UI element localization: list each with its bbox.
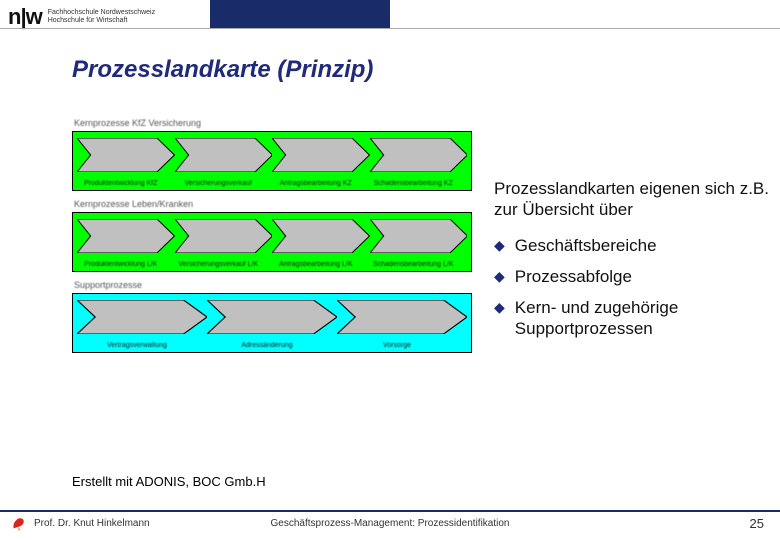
bullet-icon: ◆ [494,266,505,286]
arrow-icon [337,300,467,334]
bullet-text: Kern- und zugehörige Supportprozessen [515,297,774,340]
bullet-item: ◆ Geschäftsbereiche [494,235,774,256]
arrow-icon [370,219,468,253]
process-arrow: Adressänderung [207,300,337,334]
logo: n|w Fachhochschule Nordwestschweiz Hochs… [8,4,155,30]
logo-line1: Fachhochschule Nordwestschweiz [48,9,155,17]
intro-text: Prozesslandkarten eigenen sich z.B. zur … [494,178,774,221]
process-arrow: Antragsbearbeitung KZ [272,138,370,172]
arrow-icon [175,219,273,253]
arrow-caption: Vertragsverwaltung [77,342,197,350]
group-box: Vertragsverwaltung Adressänderung Vorsor… [72,293,472,353]
footer-title: Geschäftsprozess-Management: Prozessiden… [0,518,780,529]
page-number: 25 [750,516,764,531]
arrow-caption: Adressänderung [207,342,327,350]
process-arrow: Schadensbearbeitung KZ [370,138,468,172]
logo-text-block: Fachhochschule Nordwestschweiz Hochschul… [48,9,155,25]
process-map-diagram: Kernprozesse KfZ Versicherung Produktent… [72,110,472,355]
bullet-item: ◆ Kern- und zugehörige Supportprozessen [494,297,774,340]
arrow-icon [272,219,370,253]
arrow-caption: Schadensbearbeitung L/K [370,261,458,269]
diagram-credit: Erstellt mit ADONIS, BOC Gmb.H [72,474,266,489]
description-panel: Prozesslandkarten eigenen sich z.B. zur … [494,178,774,350]
arrow-icon [77,219,175,253]
process-arrow: Versicherungsverkauf L/K [175,219,273,253]
process-arrow: Produktentwicklung L/K [77,219,175,253]
footer: Prof. Dr. Knut Hinkelmann Geschäftsproze… [0,510,780,540]
header: n|w Fachhochschule Nordwestschweiz Hochs… [0,0,780,36]
arrow-icon [272,138,370,172]
bullet-icon: ◆ [494,235,505,255]
group-box: Produktentwicklung L/K Versicherungsverk… [72,212,472,272]
arrow-icon [207,300,337,334]
process-arrow: Versicherungsverkauf [175,138,273,172]
process-arrow: Antragsbearbeitung L/K [272,219,370,253]
arrow-caption: Versicherungsverkauf L/K [175,261,263,269]
process-group-support: Supportprozesse Vertragsverwaltung Adres… [72,280,472,353]
group-label: Kernprozesse Leben/Kranken [74,199,472,209]
bullet-text: Prozessabfolge [515,266,632,287]
process-arrow: Produktentwicklung KfZ [77,138,175,172]
bullet-item: ◆ Prozessabfolge [494,266,774,287]
bullet-icon: ◆ [494,297,505,317]
group-label: Supportprozesse [74,280,472,290]
logo-line2: Hochschule für Wirtschaft [48,17,155,25]
arrow-icon [77,138,175,172]
process-arrow: Vertragsverwaltung [77,300,207,334]
group-label: Kernprozesse KfZ Versicherung [74,118,472,128]
bullet-text: Geschäftsbereiche [515,235,657,256]
arrow-icon [77,300,207,334]
arrow-icon [175,138,273,172]
arrow-caption: Versicherungsverkauf [175,180,263,188]
logo-mark: n|w [8,4,42,30]
arrow-icon [370,138,468,172]
header-underline [0,28,780,29]
arrow-caption: Produktentwicklung L/K [77,261,165,269]
arrow-caption: Schadensbearbeitung KZ [370,180,458,188]
process-group-kfz: Kernprozesse KfZ Versicherung Produktent… [72,118,472,191]
header-accent-block [210,0,390,28]
page-title: Prozesslandkarte (Prinzip) [72,56,373,84]
footer-divider [0,510,780,512]
arrow-caption: Antragsbearbeitung KZ [272,180,360,188]
bullet-list: ◆ Geschäftsbereiche ◆ Prozessabfolge ◆ K… [494,235,774,340]
process-group-lk: Kernprozesse Leben/Kranken Produktentwic… [72,199,472,272]
group-box: Produktentwicklung KfZ Versicherungsverk… [72,131,472,191]
process-arrow: Vorsorge [337,300,467,334]
process-arrow: Schadensbearbeitung L/K [370,219,468,253]
arrow-caption: Antragsbearbeitung L/K [272,261,360,269]
arrow-caption: Produktentwicklung KfZ [77,180,165,188]
arrow-caption: Vorsorge [337,342,457,350]
